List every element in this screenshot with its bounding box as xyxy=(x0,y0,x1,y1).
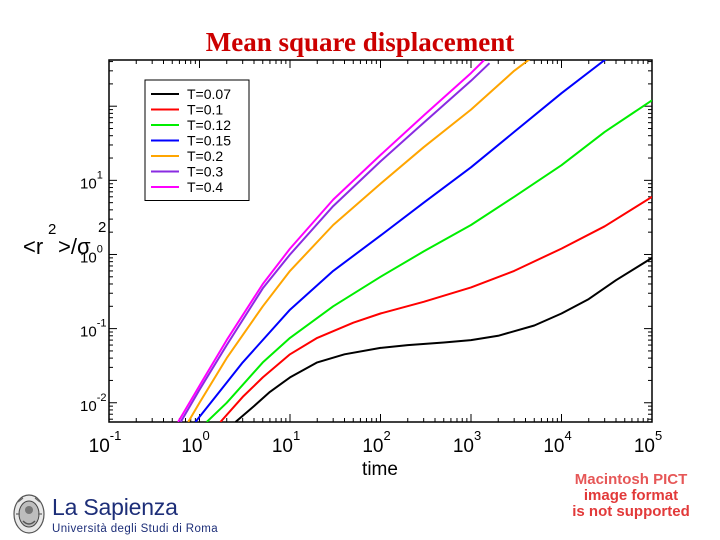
y-tick-label-base: 10 xyxy=(80,324,97,341)
x-tick-label: 10-1 xyxy=(89,428,122,457)
y-tick-label: 10-1 xyxy=(80,318,106,341)
slide-title: Mean square displacement xyxy=(205,27,515,57)
legend-label: T=0.3 xyxy=(187,164,223,180)
x-tick-label: 103 xyxy=(453,428,481,457)
x-tick-label-exp: 5 xyxy=(655,428,662,443)
y-tick-label: 10-2 xyxy=(80,392,106,415)
y-axis-label-sup2: 2 xyxy=(98,219,106,236)
x-tick-label-base: 10 xyxy=(543,436,564,457)
y-tick-label-exp: 1 xyxy=(97,169,103,181)
x-tick-label-exp: 1 xyxy=(293,428,300,443)
university-logo: La Sapienza Università degli Studi di Ro… xyxy=(10,490,270,540)
x-tick-label-base: 10 xyxy=(362,436,383,457)
legend-label: T=0.2 xyxy=(187,148,223,164)
legend: T=0.07T=0.1T=0.12T=0.15T=0.2T=0.3T=0.4 xyxy=(144,79,250,201)
x-tick-label: 104 xyxy=(543,428,571,457)
sapienza-crest-icon xyxy=(13,494,45,534)
y-axis-label-sup1: 2 xyxy=(48,221,56,238)
legend-label: T=0.07 xyxy=(187,86,231,102)
placeholder-line-1: Macintosh PICT xyxy=(574,471,688,488)
x-tick-label: 101 xyxy=(272,428,300,457)
x-tick-label-base: 10 xyxy=(181,436,202,457)
series-line-t-0-3 xyxy=(179,62,491,422)
legend-label: T=0.15 xyxy=(187,133,231,149)
x-tick-label-base: 10 xyxy=(89,436,110,457)
series-line-t-0-4 xyxy=(177,60,485,422)
series-line-t-0-2 xyxy=(187,60,531,422)
placeholder-line-3: is not supported xyxy=(572,503,690,520)
unsupported-image-placeholder: Macintosh PICT image format is not suppo… xyxy=(542,470,720,525)
x-tick-label-exp: 2 xyxy=(383,428,390,443)
legend-label: T=0.1 xyxy=(187,102,223,118)
y-axis-label-base: <r xyxy=(23,234,43,259)
x-tick-label-exp: 0 xyxy=(202,428,209,443)
y-tick-label-base: 10 xyxy=(80,175,97,192)
x-tick-label-exp: 4 xyxy=(564,428,571,443)
series-line-t-0-07 xyxy=(234,257,652,422)
x-tick-label: 105 xyxy=(634,428,662,457)
y-tick-label: 101 xyxy=(80,169,103,192)
minor-ticks xyxy=(109,60,652,422)
x-tick-label-exp: -1 xyxy=(110,428,122,443)
logo-subtitle: Università degli Studi di Roma xyxy=(52,523,219,535)
x-tick-label: 100 xyxy=(181,428,209,457)
x-tick-label-exp: 3 xyxy=(474,428,481,443)
series-line-t-0-12 xyxy=(206,99,652,422)
series-lines xyxy=(177,60,652,422)
x-tick-label: 102 xyxy=(362,428,390,457)
y-tick-label-exp: -1 xyxy=(97,318,107,330)
x-tick-label-base: 10 xyxy=(272,436,293,457)
y-tick-label-base: 10 xyxy=(80,249,97,266)
y-axis-label: <r 2 >/σ 2 xyxy=(23,219,106,259)
x-tick-label-base: 10 xyxy=(634,436,655,457)
legend-label: T=0.12 xyxy=(187,117,231,133)
placeholder-line-2: image format xyxy=(583,487,679,504)
y-tick-label: 100 xyxy=(80,243,103,266)
y-axis-label-rest: >/σ xyxy=(58,234,91,259)
x-axis-label: time xyxy=(362,459,398,480)
logo-name: La Sapienza xyxy=(52,494,178,520)
y-tick-label-exp: -2 xyxy=(97,392,107,404)
y-tick-label-exp: 0 xyxy=(97,243,103,255)
legend-label: T=0.4 xyxy=(187,179,223,195)
series-line-t-0-1 xyxy=(219,195,652,422)
x-tick-label-base: 10 xyxy=(453,436,474,457)
series-line-t-0-15 xyxy=(194,60,607,422)
major-ticks xyxy=(108,60,652,422)
y-tick-label-base: 10 xyxy=(80,398,97,415)
